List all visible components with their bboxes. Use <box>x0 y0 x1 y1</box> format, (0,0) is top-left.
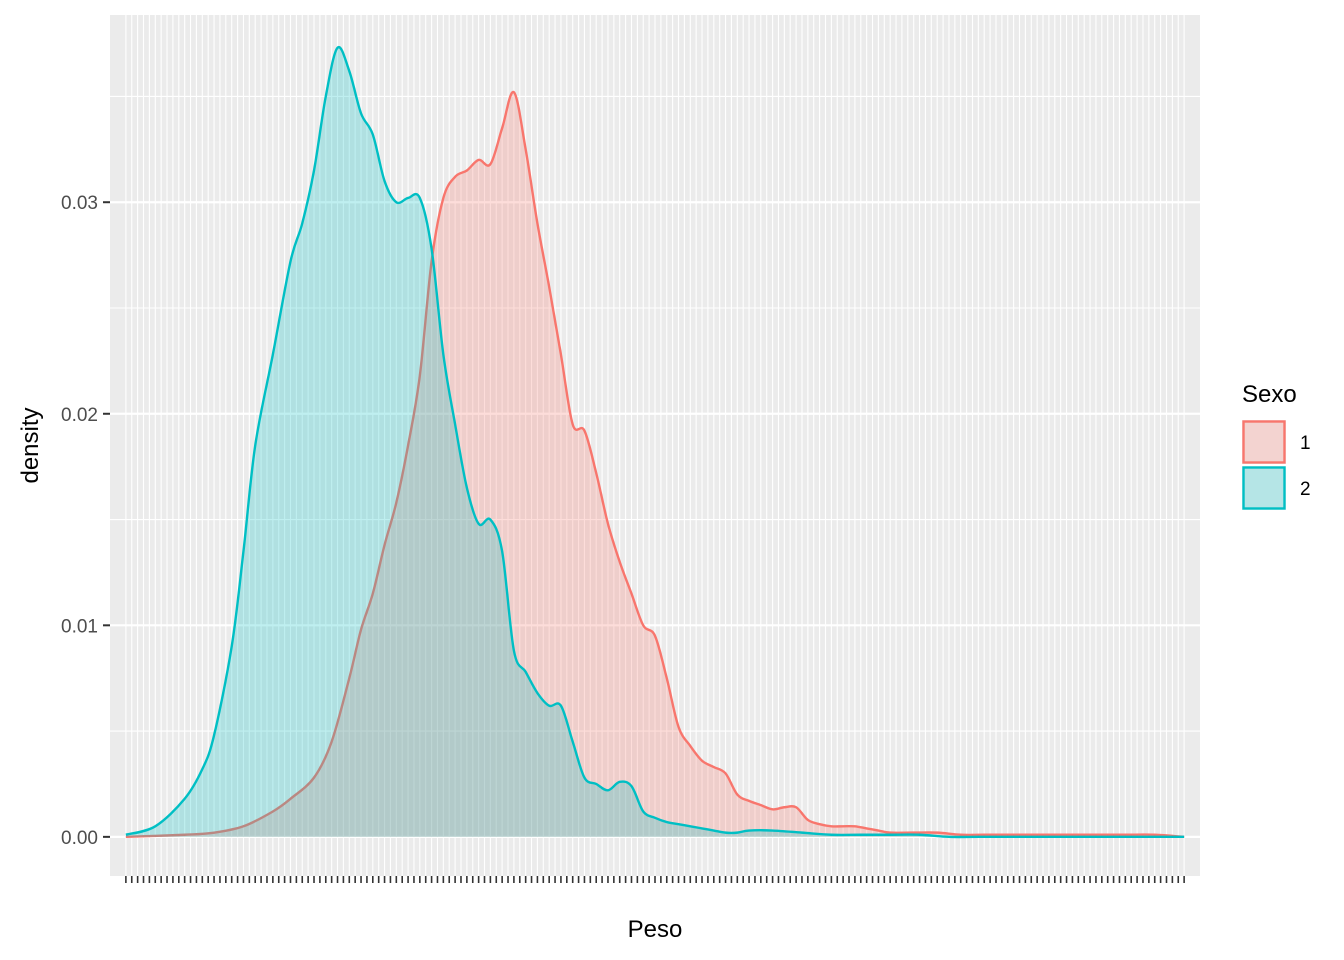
y-axis-title: density <box>17 407 44 483</box>
series-layer <box>125 45 1185 839</box>
density-area-sexo-2 <box>125 47 1185 838</box>
density-line-sexo-2 <box>125 45 1185 839</box>
legend-key-sexo-1 <box>1242 420 1286 464</box>
y-tick-label: 0.02 <box>61 405 98 426</box>
x-axis-ticks <box>125 876 1185 883</box>
legend-key-bg <box>1242 466 1286 510</box>
legend-label-sexo-1: 1 <box>1300 433 1311 454</box>
y-axis-ticks: 0.00 0.01 0.02 0.03 <box>61 193 110 849</box>
legend-key-bg <box>1242 420 1286 464</box>
y-tick-label: 0.00 <box>61 828 98 849</box>
legend: Sexo 1 2 <box>1242 381 1311 510</box>
density-line-sexo-1 <box>125 90 1185 839</box>
legend-label-sexo-2: 2 <box>1300 479 1311 500</box>
y-tick-label: 0.03 <box>61 193 98 214</box>
legend-key-sexo-2 <box>1242 466 1286 510</box>
y-tick-label: 0.01 <box>61 616 98 637</box>
x-axis-title: Peso <box>628 916 683 943</box>
density-area-sexo-1 <box>125 91 1185 837</box>
legend-title: Sexo <box>1242 381 1297 408</box>
